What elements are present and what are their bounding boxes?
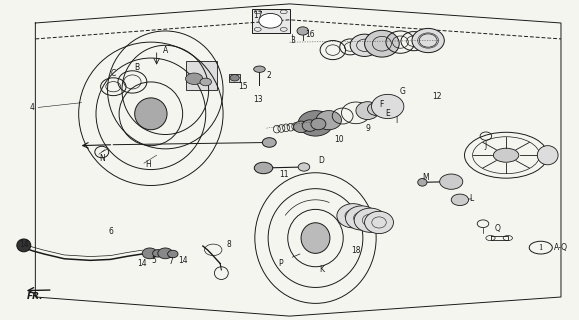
Text: A-Q: A-Q xyxy=(554,243,568,252)
Ellipse shape xyxy=(337,204,369,228)
Text: FR.: FR. xyxy=(27,292,43,300)
Text: 5: 5 xyxy=(151,256,156,265)
Ellipse shape xyxy=(254,162,273,174)
Text: 8: 8 xyxy=(226,240,231,249)
Ellipse shape xyxy=(168,250,178,258)
Text: 14: 14 xyxy=(19,240,28,249)
Text: 3: 3 xyxy=(290,36,295,45)
Text: M: M xyxy=(422,173,428,182)
Text: E: E xyxy=(385,109,390,118)
Ellipse shape xyxy=(254,66,265,72)
Ellipse shape xyxy=(259,13,282,28)
Bar xyxy=(185,61,217,90)
Ellipse shape xyxy=(451,194,468,205)
Ellipse shape xyxy=(17,239,31,252)
Text: N: N xyxy=(99,154,105,163)
Text: 18: 18 xyxy=(351,246,361,255)
Text: I: I xyxy=(395,116,397,125)
Text: J: J xyxy=(485,141,487,150)
Text: B: B xyxy=(134,63,139,72)
Text: 10: 10 xyxy=(334,135,343,144)
Ellipse shape xyxy=(316,111,342,130)
Ellipse shape xyxy=(350,34,379,56)
Text: 9: 9 xyxy=(365,124,370,132)
Text: 1: 1 xyxy=(538,244,543,252)
Text: 2: 2 xyxy=(267,71,272,80)
Ellipse shape xyxy=(185,73,203,84)
Text: C: C xyxy=(111,69,116,78)
Text: K: K xyxy=(319,265,324,275)
Ellipse shape xyxy=(294,121,309,132)
Ellipse shape xyxy=(200,78,211,86)
Ellipse shape xyxy=(356,102,379,120)
Ellipse shape xyxy=(135,98,167,130)
Text: H: H xyxy=(145,160,151,169)
Ellipse shape xyxy=(354,208,387,232)
Ellipse shape xyxy=(158,248,173,259)
Ellipse shape xyxy=(302,120,317,131)
Text: L: L xyxy=(470,194,474,203)
Ellipse shape xyxy=(298,111,333,136)
Text: Q: Q xyxy=(494,224,500,233)
Bar xyxy=(229,74,240,82)
Text: 13: 13 xyxy=(253,95,262,104)
Text: 11: 11 xyxy=(279,170,288,179)
Ellipse shape xyxy=(298,163,310,171)
Ellipse shape xyxy=(301,223,330,253)
Ellipse shape xyxy=(493,148,519,162)
Ellipse shape xyxy=(417,179,427,186)
Text: A: A xyxy=(163,45,168,55)
Ellipse shape xyxy=(439,174,463,189)
Ellipse shape xyxy=(346,206,378,230)
Ellipse shape xyxy=(311,118,326,130)
Ellipse shape xyxy=(297,27,309,35)
Ellipse shape xyxy=(372,94,404,119)
Text: G: G xyxy=(399,87,405,96)
Text: P: P xyxy=(278,259,283,268)
Text: 15: 15 xyxy=(239,82,248,91)
Ellipse shape xyxy=(262,138,276,147)
Text: 7: 7 xyxy=(168,258,174,267)
Text: 14: 14 xyxy=(137,259,147,268)
Ellipse shape xyxy=(365,211,394,234)
Text: 4: 4 xyxy=(30,103,35,112)
Text: 17: 17 xyxy=(253,11,262,20)
Bar xyxy=(252,9,290,33)
Text: 12: 12 xyxy=(432,92,442,101)
Ellipse shape xyxy=(365,30,400,57)
Text: D: D xyxy=(318,156,324,164)
Ellipse shape xyxy=(153,250,163,257)
Ellipse shape xyxy=(230,75,239,81)
Text: 16: 16 xyxy=(305,30,314,39)
Text: 6: 6 xyxy=(108,227,113,236)
Text: F: F xyxy=(380,100,384,109)
Ellipse shape xyxy=(412,28,444,52)
Text: 14: 14 xyxy=(178,256,188,265)
Ellipse shape xyxy=(537,146,558,165)
Ellipse shape xyxy=(142,248,157,259)
